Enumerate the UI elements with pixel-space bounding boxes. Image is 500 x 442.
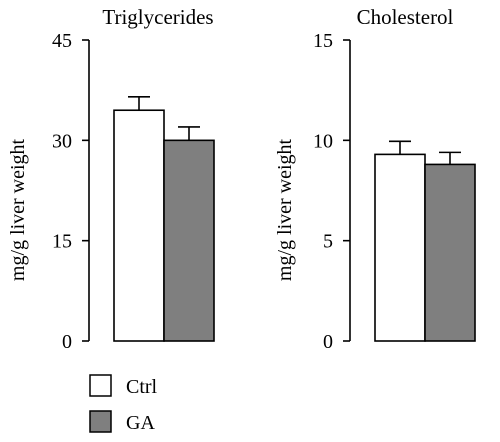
- y-tick-label: 5: [323, 231, 333, 253]
- chart-title: Triglycerides: [102, 5, 213, 29]
- y-tick-label: 15: [52, 231, 72, 253]
- y-tick-label: 30: [52, 130, 72, 152]
- legend-label-ga: GA: [126, 412, 155, 434]
- y-tick-label: 0: [62, 331, 72, 353]
- y-tick-label: 10: [313, 130, 333, 152]
- bar-ctrl: [113, 109, 165, 342]
- cholesterol-chart: Cholesterol mg/g liver weight 0 5 10 15: [274, 5, 476, 353]
- chart-title: Cholesterol: [357, 5, 454, 29]
- y-axis-label: mg/g liver weight: [7, 138, 29, 281]
- legend-swatch-ctrl: [89, 374, 112, 397]
- bar-ctrl: [374, 153, 426, 342]
- legend-label-ctrl: Ctrl: [126, 376, 158, 398]
- bar-ga: [163, 139, 215, 342]
- y-axis-label: mg/g liver weight: [274, 138, 296, 281]
- y-tick-label: 15: [313, 30, 333, 52]
- y-tick-label: 0: [323, 331, 333, 353]
- legend: Ctrl GA: [89, 374, 158, 434]
- bar-ga: [424, 163, 476, 342]
- triglycerides-chart: Triglycerides mg/g liver weight 0 15 30 45: [7, 5, 215, 353]
- legend-swatch-ga: [89, 410, 112, 433]
- y-tick-label: 45: [52, 30, 72, 52]
